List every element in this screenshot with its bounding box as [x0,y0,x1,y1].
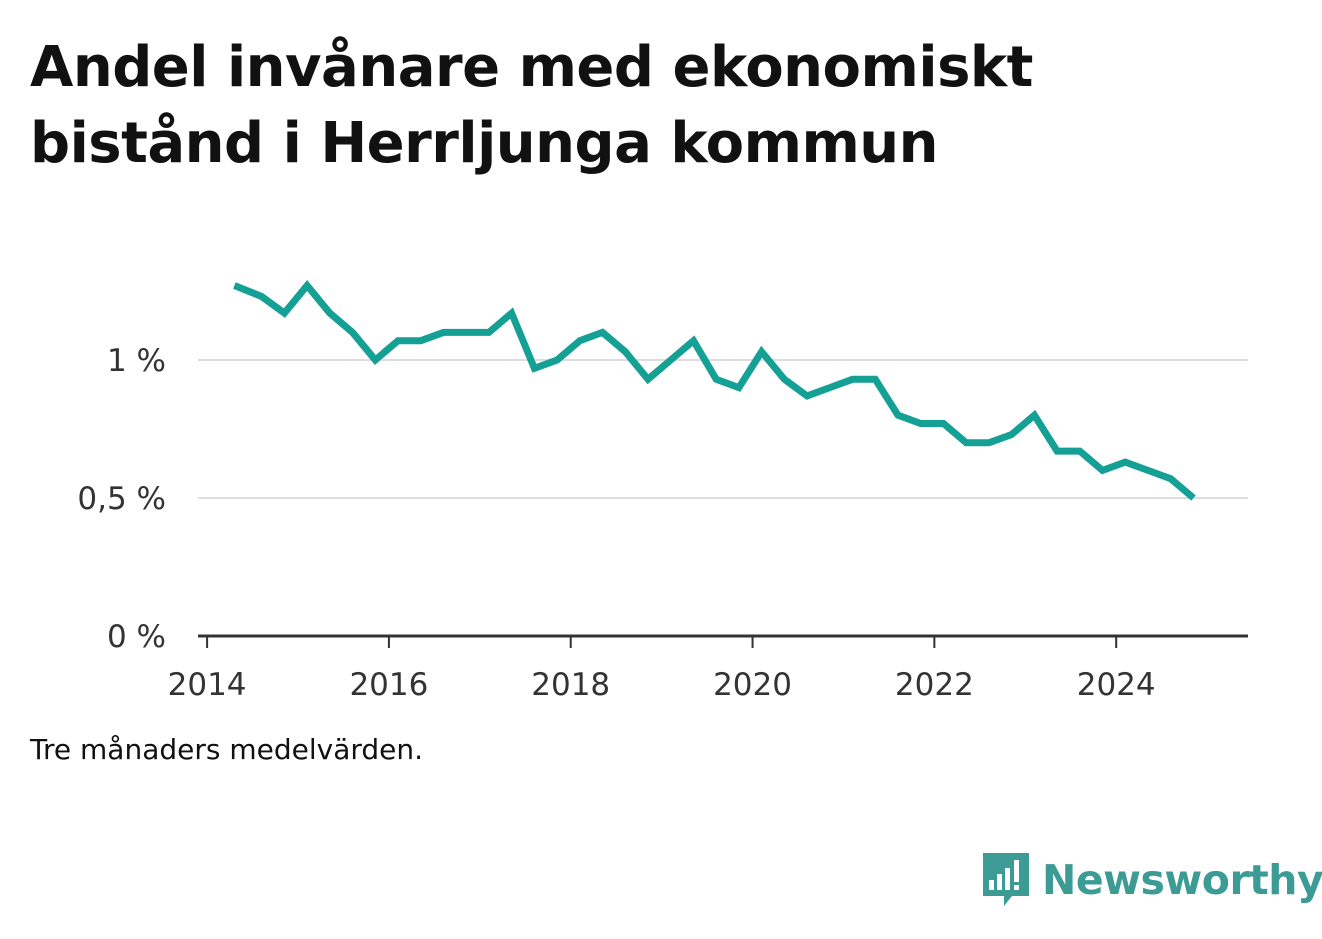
x-axis-ticks [206,636,1118,648]
x-tick-label: 2020 [713,667,792,703]
brand-name: Newsworthy [1042,856,1322,904]
series-group [233,279,1196,501]
y-tick-label: 1 % [107,343,166,379]
series-line [233,279,1196,501]
x-tick-label: 2014 [168,667,247,703]
chart-title: Andel invånare med ekonomiskt bistånd i … [30,35,1033,176]
newsworthy-logo-icon [983,853,1029,906]
x-axis-labels: 2014 2016 2018 2020 2022 2024 [168,667,1156,703]
y-tick-label: 0 % [107,619,166,655]
x-tick-label: 2022 [895,667,974,703]
x-tick-label: 2018 [531,667,610,703]
y-axis-labels: 0 % 0,5 % 1 % [77,343,166,655]
x-tick-label: 2024 [1077,667,1156,703]
brand-logo: Newsworthy [980,848,1322,912]
footnote: Tre månaders medelvärden. [30,733,424,766]
y-tick-label: 0,5 % [77,481,166,517]
x-tick-label: 2016 [349,667,428,703]
